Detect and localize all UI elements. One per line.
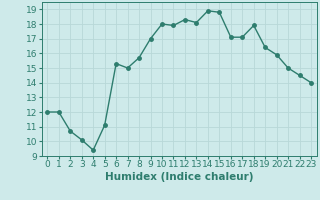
X-axis label: Humidex (Indice chaleur): Humidex (Indice chaleur) [105,172,253,182]
